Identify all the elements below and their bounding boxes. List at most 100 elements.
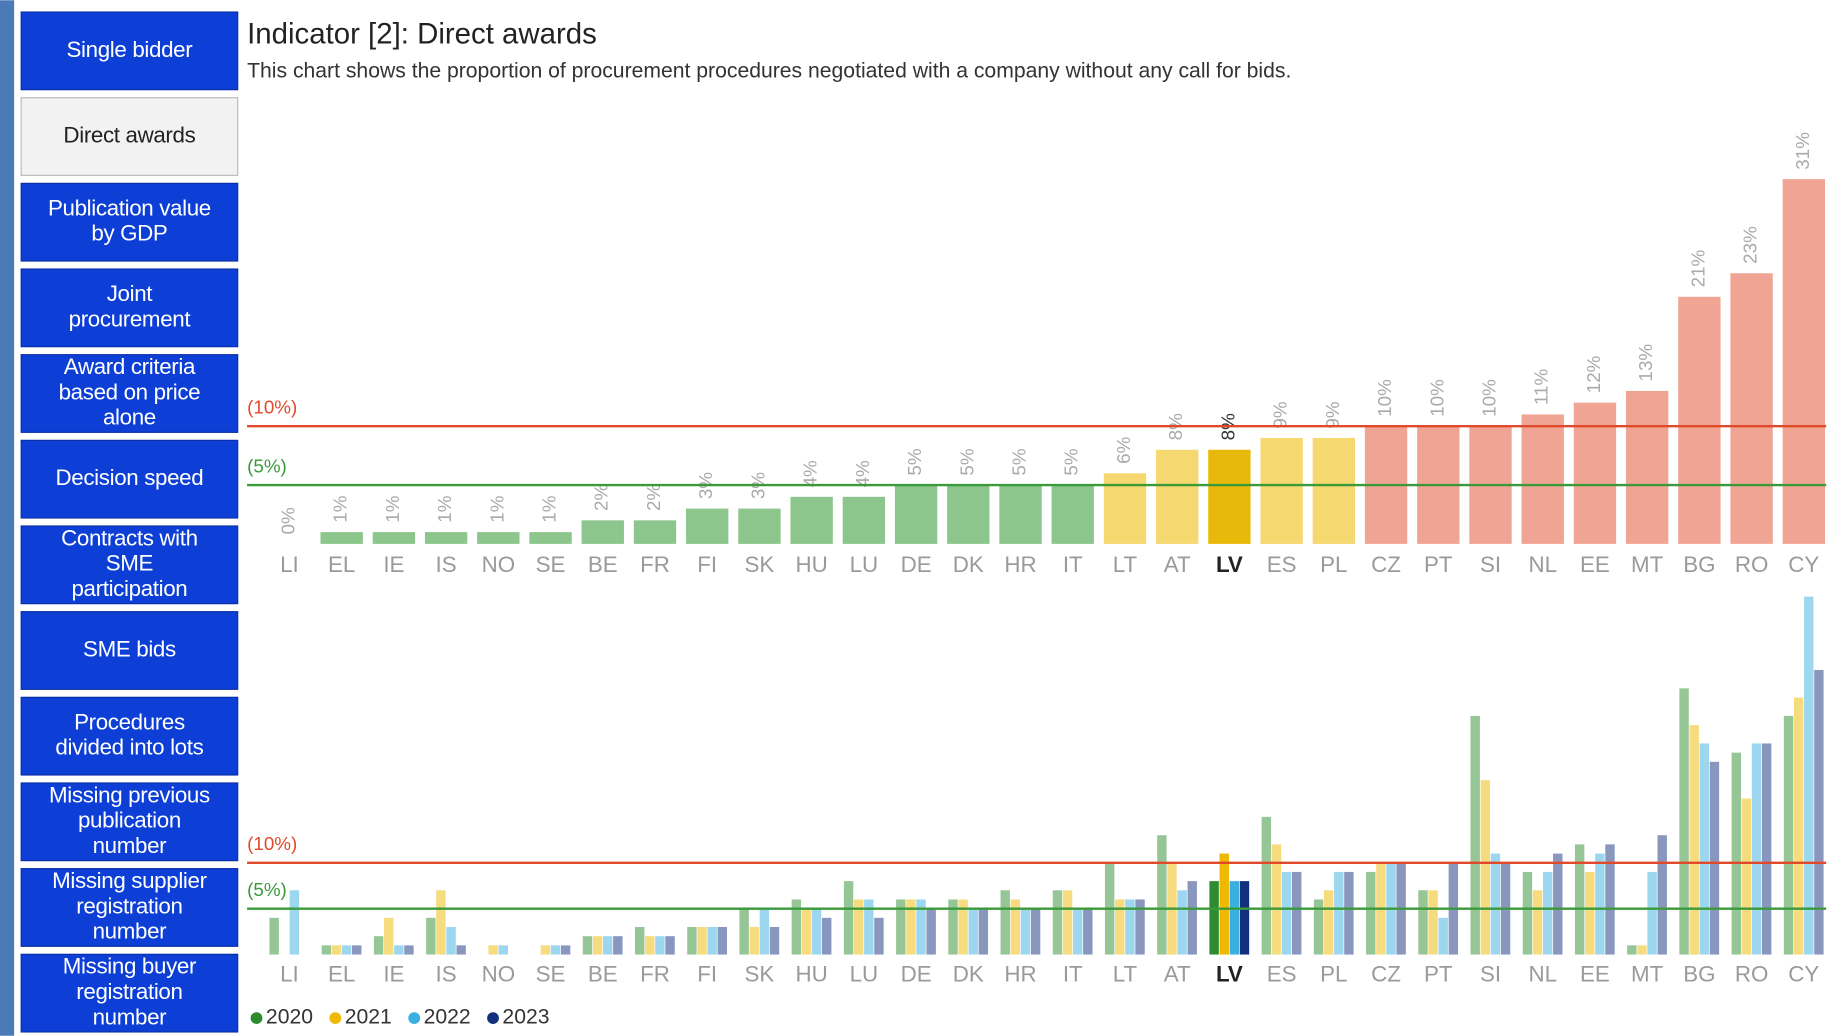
nav-button-label[interactable]: divided into lots [55,735,204,760]
bar [1783,715,1794,955]
nav-button-label[interactable]: Missing previous [49,782,210,807]
nav-button-label[interactable]: registration [76,893,183,918]
bar [1051,485,1094,544]
bar [1344,871,1354,955]
bar [1291,871,1302,955]
bar [686,508,729,544]
value-label: 0% [277,507,298,534]
bar [1585,871,1595,955]
nav-button-bg[interactable] [20,525,239,605]
bar [1480,780,1491,955]
nav-button-bg[interactable] [20,97,239,176]
nav-button-label[interactable]: publication [78,808,181,833]
x-tick-label: PL [1320,962,1347,987]
nav-button-bg[interactable] [20,782,239,862]
nav-button[interactable]: Decision speed [20,439,239,519]
chart-title: Indicator [2]: Direct awards [247,17,597,50]
nav-button-bg[interactable] [20,182,239,262]
nav-button-label[interactable]: based on price [59,379,201,404]
nav-button-label[interactable]: Missing buyer [63,954,198,979]
bar [968,908,978,955]
bar [1553,853,1563,955]
x-tick-label: LV [1216,552,1243,577]
nav-button-label[interactable]: procurement [69,306,192,331]
bar [372,532,416,544]
nav-button[interactable]: SME bids [20,611,239,690]
x-tick-label: LV [1216,962,1243,987]
nav-button-label[interactable]: by GDP [91,221,167,246]
reference-label: (10%) [247,397,297,418]
nav-button[interactable]: Single bidder [20,11,239,91]
nav-button-label[interactable]: number [93,833,168,858]
nav-button-label[interactable]: SME bids [83,636,176,661]
nav: Single bidder Direct awards Publication va… [20,11,239,1033]
nav-button-label[interactable]: alone [103,405,156,430]
x-tick-label: FR [640,552,670,577]
nav-button-bg[interactable] [20,611,239,690]
nav-button-label[interactable]: Award criteria [64,354,197,379]
nav-button-label[interactable]: participation [71,576,187,601]
nav-button-bg[interactable] [20,354,239,433]
nav-button-bg[interactable] [20,439,239,519]
bar [958,899,968,955]
x-tick-label: AT [1164,552,1191,577]
legend-swatch [408,1012,421,1024]
bar [999,485,1042,544]
nav-button-bg[interactable] [20,11,239,91]
nav-button-label[interactable]: Publication value [48,195,211,220]
x-tick-label: CZ [1371,552,1401,577]
nav-button[interactable]: Direct awards [20,97,239,176]
bar [581,520,624,544]
bar [1260,437,1303,544]
x-tick-label: HU [796,962,828,987]
nav-button-label[interactable]: Missing supplier [52,868,208,893]
nav-button-label[interactable]: number [93,919,168,944]
bar [603,936,613,955]
bar [1209,881,1219,955]
bar [896,899,906,955]
bar [1157,835,1167,955]
nav-button-bg[interactable] [20,268,239,348]
bar [331,945,342,955]
nav-button-label[interactable]: Decision speed [56,465,204,490]
nav-button-label[interactable]: Procedures [74,709,185,734]
nav-button-label[interactable]: SME [106,551,154,576]
bar [1542,871,1553,955]
x-tick-label: PT [1424,962,1453,987]
bar [1678,296,1721,544]
x-tick-label: RO [1735,962,1769,987]
bar [906,899,916,955]
bar [1490,853,1501,955]
value-label: 4% [800,460,821,487]
bar [707,927,717,955]
bar [1208,449,1251,544]
value-label: 9% [1270,401,1291,428]
bar [592,936,603,955]
nav-button-bg[interactable] [20,696,239,776]
nav-button-label[interactable]: registration [76,979,183,1004]
x-tick-label: DE [901,552,932,577]
nav-button-label[interactable]: Joint [107,281,154,306]
nav-button-label[interactable]: Single bidder [67,37,194,62]
bar [1187,881,1197,955]
nav-button-bg[interactable] [20,868,239,947]
x-tick-label: EE [1580,552,1610,577]
value-label: 12% [1583,355,1604,393]
nav-button-bg[interactable] [20,953,239,1033]
nav-button-label[interactable]: number [93,1004,168,1029]
bar [1605,844,1615,955]
nav-button-label[interactable]: Contracts with [61,525,198,550]
bar [1595,853,1605,955]
nav-button-label[interactable]: Direct awards [63,122,196,147]
bar [1782,179,1825,544]
value-label: 5% [1061,448,1082,475]
x-tick-label: AT [1164,962,1191,987]
